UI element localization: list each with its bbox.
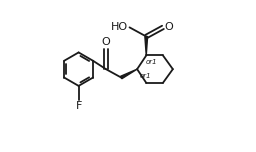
Polygon shape [121,69,137,79]
Polygon shape [145,36,148,55]
Text: or1: or1 [140,73,152,79]
Text: O: O [102,37,110,47]
Text: HO: HO [111,22,128,32]
Text: O: O [165,22,174,32]
Text: or1: or1 [146,59,157,65]
Text: F: F [76,101,82,111]
